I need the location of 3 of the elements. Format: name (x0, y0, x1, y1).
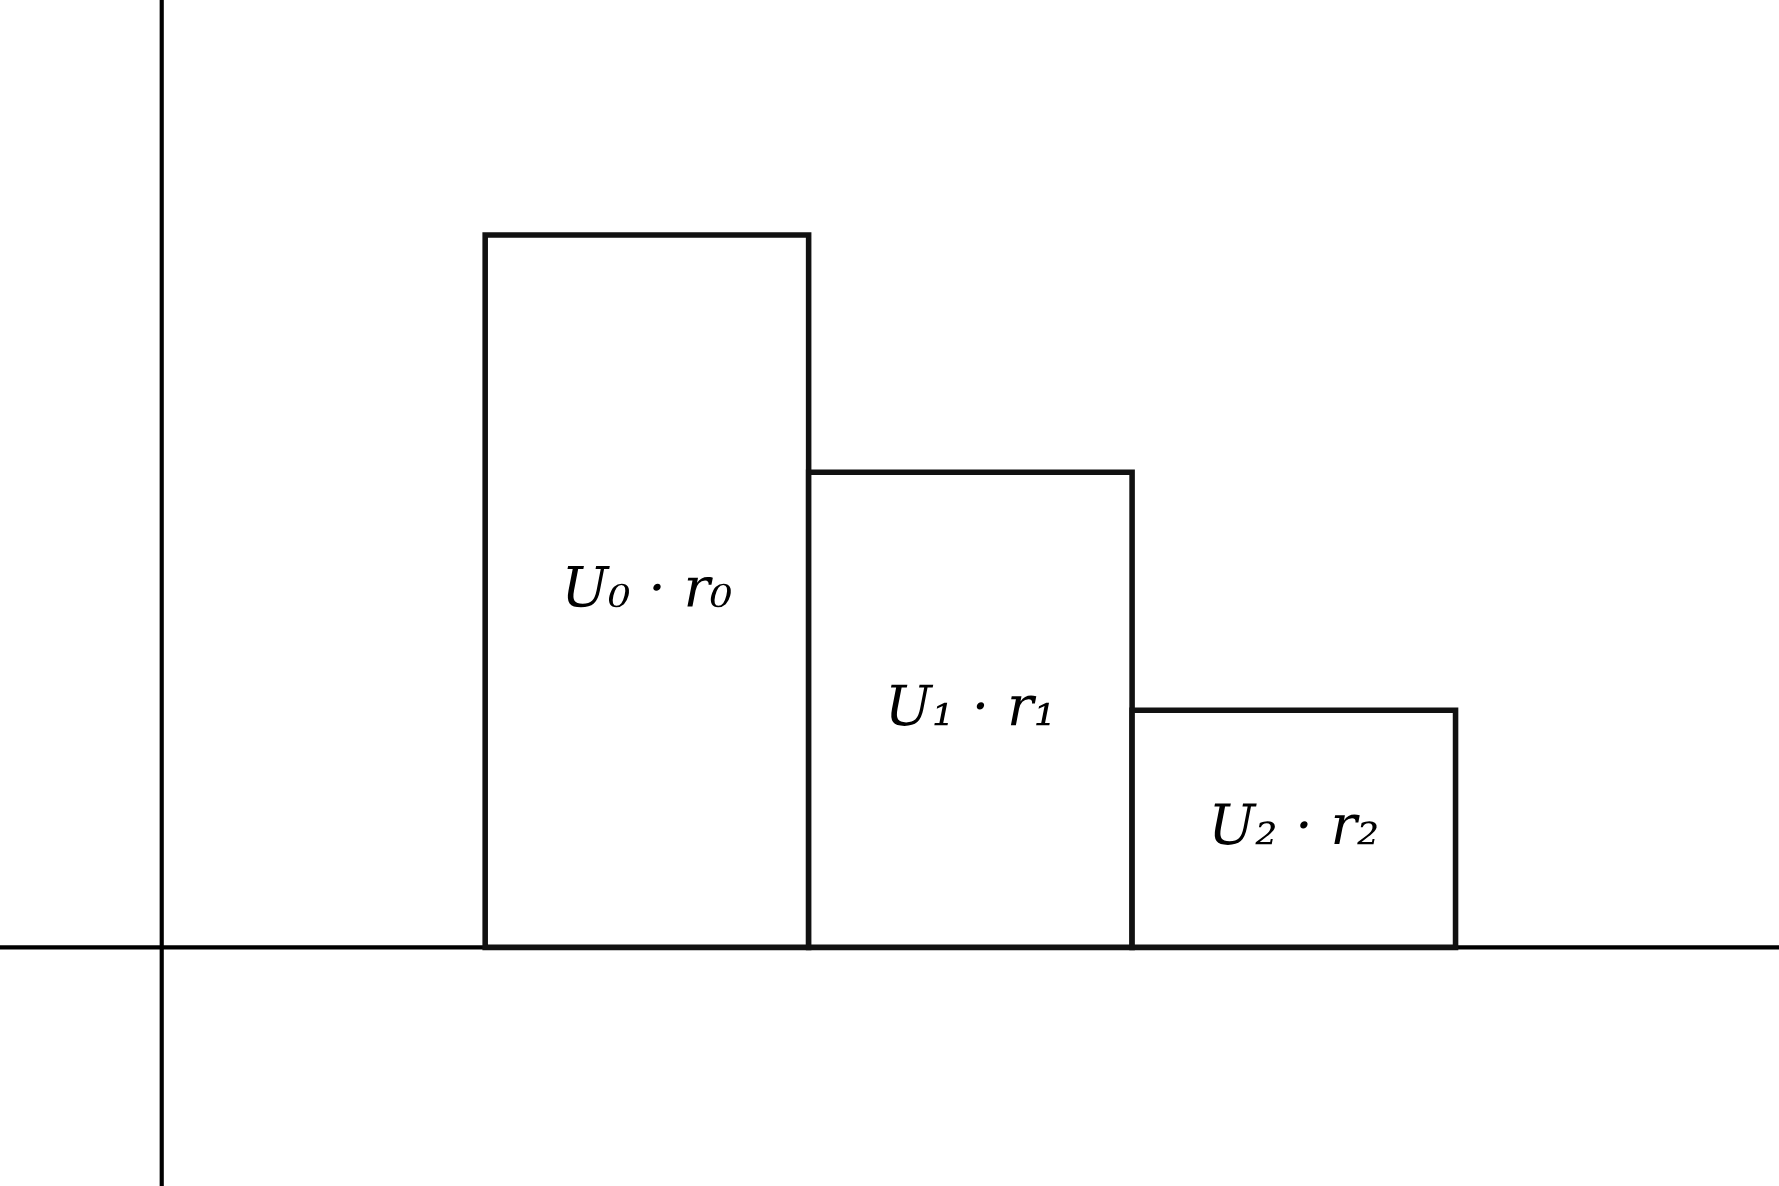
annotation: U₂ · r₂ (1214, 803, 1377, 845)
annotation: U₀ · r₀ (567, 566, 731, 608)
annotation: U₁ · r₁ (890, 684, 1050, 726)
